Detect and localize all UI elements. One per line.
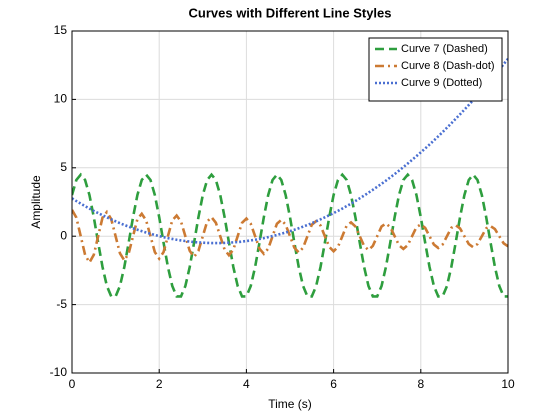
legend-label: Curve 7 (Dashed) [401,43,488,55]
x-tick-label: 0 [69,377,76,391]
series-line [72,172,508,298]
x-axis-label: Time (s) [268,397,312,411]
x-tick-label: 6 [330,377,337,391]
y-tick-label: 5 [60,160,67,174]
y-tick-label: 10 [54,92,68,106]
y-tick-label: 0 [60,228,67,242]
x-tick-label: 4 [243,377,250,391]
y-tick-label: -5 [56,297,67,311]
series-line [72,209,508,266]
legend-label: Curve 9 (Dotted) [401,77,482,89]
plot-frame [71,30,509,374]
x-tick-label: 10 [501,377,515,391]
x-tick-label: 8 [417,377,424,391]
series-line [72,57,508,245]
chart-title: Curves with Different Line Styles [189,5,392,20]
legend-label: Curve 8 (Dash-dot) [401,60,495,72]
y-tick-label: 15 [54,23,68,37]
y-axis-label: Amplitude [29,175,43,229]
y-tick-label: -10 [50,365,68,379]
x-tick-label: 2 [156,377,163,391]
